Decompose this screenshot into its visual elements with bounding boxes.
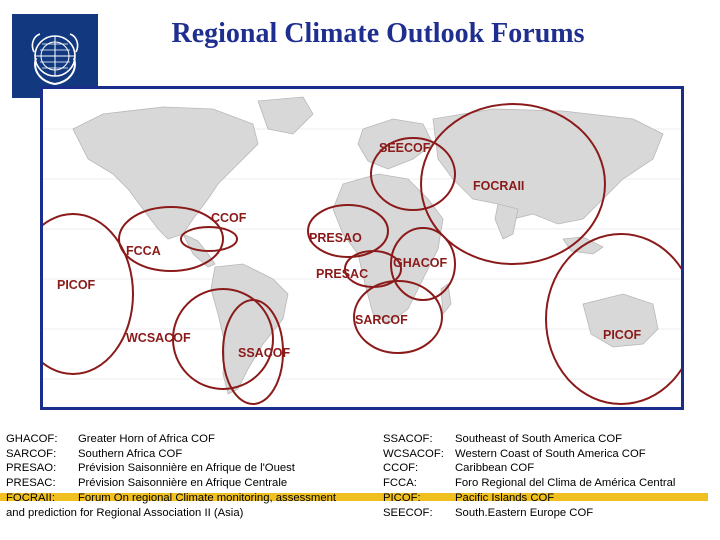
legend-name: Southeast of South America COF xyxy=(455,433,623,445)
label-focraii: FOCRAII xyxy=(473,179,524,193)
forum-circles xyxy=(43,103,681,405)
label-wcsacof: WCSACOF xyxy=(126,331,191,345)
legend-abbr: GHACOF: xyxy=(6,433,58,445)
legend-row: SARCOF: Southern Africa COF xyxy=(6,447,378,462)
legend-row: GHACOF: Greater Horn of Africa COF xyxy=(6,432,378,447)
legend-left: GHACOF: Greater Horn of Africa COF SARCO… xyxy=(6,432,378,520)
legend-continuation: and prediction for Regional Association … xyxy=(6,506,244,519)
legend-abbr: SARCOF: xyxy=(6,447,57,460)
legend-row: PRESAO: Prévision Saisonnière en Afrique… xyxy=(6,461,378,476)
legend-name: Pacific Islands COF xyxy=(455,491,555,504)
page-title: Regional Climate Outlook Forums xyxy=(171,18,585,49)
label-sarcof: SARCOF xyxy=(355,313,408,327)
legend-row: FOCRAII: Forum On regional Climate monit… xyxy=(6,491,378,506)
legend-name: Southern Africa COF xyxy=(78,447,183,460)
world-map-svg: SEECOF FOCRAII CCOF FCCA PRESAO PICOF PR… xyxy=(43,96,681,405)
world-map: SEECOF FOCRAII CCOF FCCA PRESAO PICOF PR… xyxy=(40,86,684,410)
label-presac: PRESAC xyxy=(316,267,368,281)
label-picof-west: PICOF xyxy=(57,278,96,292)
legend-row: PICOF: Pacific Islands COF xyxy=(383,491,715,506)
label-ccof: CCOF xyxy=(211,211,247,225)
legend-name: Foro Regional del Clima de América Centr… xyxy=(455,477,676,490)
legend-name: Caribbean COF xyxy=(455,462,535,475)
label-ghacof: GHACOF xyxy=(393,256,448,270)
legend-row: WCSACOF: Western Coast of South America … xyxy=(383,447,715,462)
label-presao: PRESAO xyxy=(309,231,362,245)
legend-name: Prévision Saisonnière en Afrique de l'Ou… xyxy=(78,462,295,475)
label-ssacof: SSACOF xyxy=(238,346,290,360)
wmo-logo xyxy=(12,14,98,98)
legend-row: FCCA: Foro Regional del Clima de América… xyxy=(383,476,715,491)
label-seecof: SEECOF xyxy=(379,141,431,155)
legend-row: SEECOF: South.Eastern Europe COF xyxy=(383,506,715,521)
legend-name: Forum On regional Climate monitoring, as… xyxy=(78,491,337,504)
legend-abbr: PRESAO: xyxy=(6,462,57,475)
legend-abbr: SEECOF: xyxy=(383,506,433,519)
wmo-emblem-icon xyxy=(12,14,98,98)
legend-abbr: PRESAC: xyxy=(6,477,56,490)
legend-right: SSACOF: Southeast of South America COF W… xyxy=(383,432,715,520)
legend-abbr: CCOF: xyxy=(383,462,419,475)
legend-row: PRESAC: Prévision Saisonnière en Afrique… xyxy=(6,476,378,491)
legend-row: CCOF: Caribbean COF xyxy=(383,461,715,476)
legend-abbr: WCSACOF: xyxy=(383,447,444,460)
continents xyxy=(72,96,664,395)
legend-abbr: FOCRAII: xyxy=(6,491,55,504)
label-picof-east: PICOF xyxy=(603,328,642,342)
legend-name: South.Eastern Europe COF xyxy=(455,506,594,519)
legend-name: Western Coast of South America COF xyxy=(455,447,646,460)
legend-abbr: PICOF: xyxy=(383,491,421,504)
legend-row: SSACOF: Southeast of South America COF xyxy=(383,432,715,447)
label-fcca: FCCA xyxy=(126,244,161,258)
legend-name: Greater Horn of Africa COF xyxy=(78,433,215,445)
legend-abbr: FCCA: xyxy=(383,477,417,490)
highlight-bar xyxy=(0,493,708,501)
legend-name: Prévision Saisonnière en Afrique Central… xyxy=(78,477,288,490)
legend-abbr: SSACOF: xyxy=(383,433,433,445)
